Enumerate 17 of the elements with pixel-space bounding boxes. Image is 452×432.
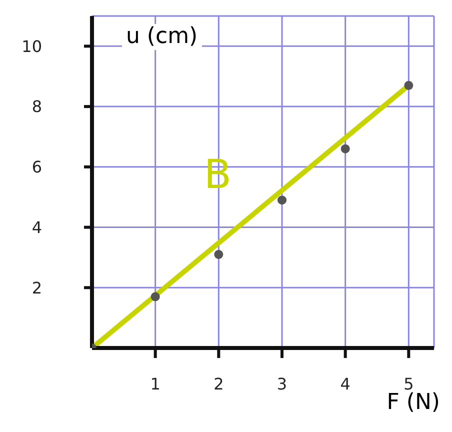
x-tick-label: 4	[340, 374, 350, 394]
y-axis-title: u (cm)	[122, 24, 202, 50]
y-tick-label: 8	[32, 97, 42, 116]
annotation: B	[204, 152, 232, 198]
y-tick-label: 10	[22, 36, 42, 56]
x-tick-label: 3	[276, 374, 288, 394]
x-tick-label: 1	[150, 374, 160, 394]
x-axis-title: F (N)	[382, 390, 444, 416]
point	[150, 292, 160, 302]
point	[277, 196, 287, 205]
x-tick-label: 2	[214, 374, 224, 394]
point	[404, 80, 414, 90]
y-tick-label: 6	[32, 158, 42, 177]
point	[214, 250, 224, 259]
y-tick-label: 4	[32, 218, 42, 237]
point	[340, 144, 350, 154]
y-tick-label: 2	[32, 278, 42, 298]
